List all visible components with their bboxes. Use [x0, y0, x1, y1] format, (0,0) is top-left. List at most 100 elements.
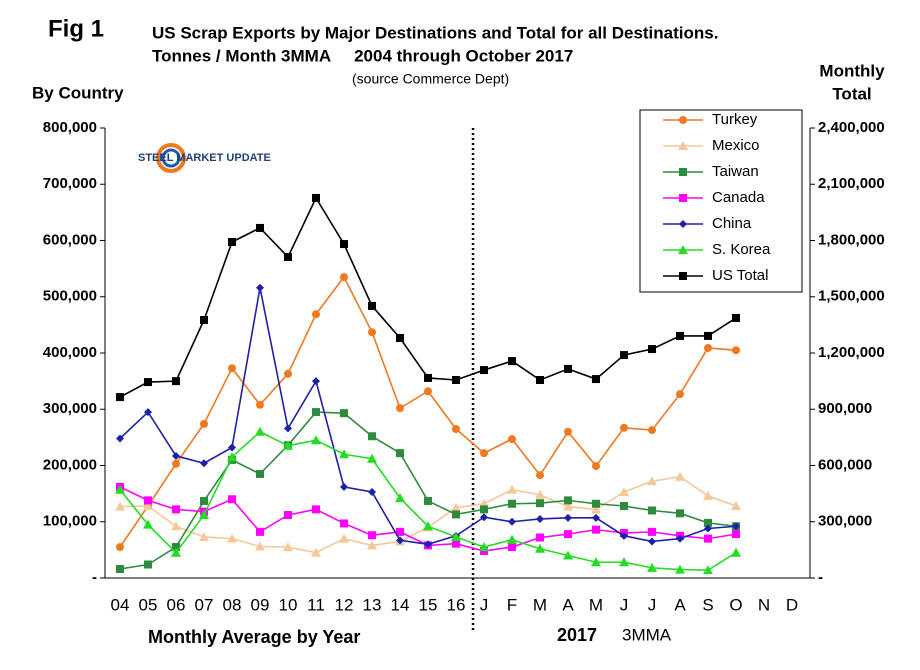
marker [200, 496, 208, 505]
figure-label: Fig 1 [48, 15, 104, 42]
marker [679, 168, 687, 176]
legend-label: Mexico [712, 137, 760, 154]
marker [619, 557, 629, 567]
marker [732, 522, 740, 531]
marker [172, 377, 180, 386]
marker [340, 409, 348, 418]
marker [704, 524, 712, 533]
marker [115, 501, 125, 511]
marker [648, 537, 656, 546]
y-axis-label: By Country [32, 83, 124, 102]
marker [592, 462, 600, 471]
marker [368, 487, 376, 496]
y-tick-label: 800,000 [43, 119, 97, 136]
marker [536, 533, 544, 542]
legend-label: Canada [712, 189, 765, 206]
logo-swoosh [161, 148, 181, 168]
marker [648, 506, 656, 515]
marker [704, 343, 712, 352]
marker [256, 400, 264, 409]
x-tick-label: 11 [307, 595, 325, 614]
marker [283, 542, 293, 552]
y-tick-label: 600,000 [43, 231, 97, 248]
marker [451, 502, 461, 512]
marker [255, 541, 265, 551]
marker [340, 482, 348, 491]
y-tick-label: 200,000 [43, 456, 97, 473]
y-tick-label: 700,000 [43, 175, 97, 192]
marker [172, 505, 180, 514]
marker [591, 504, 601, 514]
x-tick-label: M [589, 595, 603, 614]
x-tick-label: 05 [139, 595, 158, 614]
marker [564, 530, 572, 539]
legend-label: S. Korea [712, 241, 771, 258]
marker [732, 346, 740, 355]
marker [339, 533, 349, 543]
marker [396, 404, 404, 413]
marker [424, 387, 432, 396]
marker [619, 486, 629, 496]
y2-tick-label: 1,800,000 [818, 231, 885, 248]
marker [255, 426, 265, 436]
x-tick-label: 15 [419, 595, 438, 614]
chart-subtitle: Tonnes / Month 3MMA 2004 through October… [152, 46, 573, 65]
marker [451, 531, 461, 541]
marker [507, 484, 517, 494]
marker [312, 408, 320, 417]
marker [340, 240, 348, 249]
marker [312, 505, 320, 514]
x-tick-label: 16 [447, 595, 466, 614]
marker [536, 514, 544, 523]
y-tick-label: 100,000 [43, 513, 97, 530]
marker [508, 357, 516, 366]
x-tick-label: M [533, 595, 547, 614]
marker [704, 518, 712, 527]
marker [592, 375, 600, 384]
marker [508, 499, 516, 508]
marker [620, 423, 628, 432]
y2-tick-label: 300,000 [818, 513, 872, 530]
marker [703, 565, 713, 575]
chart-title: US Scrap Exports by Major Destinations a… [152, 23, 718, 42]
marker [731, 501, 741, 510]
legend-label: Turkey [712, 111, 758, 128]
marker [284, 369, 292, 378]
x-tick-label: F [507, 595, 517, 614]
marker [564, 513, 572, 522]
marker [591, 557, 601, 567]
marker [676, 331, 684, 340]
marker [115, 484, 125, 494]
x-tick-label: 13 [363, 595, 382, 614]
marker [227, 533, 237, 543]
marker [592, 499, 600, 508]
x-tick-label: O [729, 595, 742, 614]
marker [396, 334, 404, 342]
marker [508, 435, 516, 444]
marker [679, 194, 687, 202]
y2-tick-label: - [818, 569, 823, 586]
logo-text: STEEL MARKET UPDATE [138, 152, 271, 164]
marker [228, 364, 236, 373]
marker [704, 331, 712, 340]
marker [679, 272, 687, 280]
marker [312, 193, 320, 202]
marker [368, 301, 376, 310]
x-tick-label: N [758, 595, 770, 614]
marker [200, 459, 208, 468]
marker [679, 116, 687, 124]
x-tick-label: J [480, 595, 489, 614]
marker [396, 449, 404, 458]
marker [116, 543, 124, 552]
marker [592, 525, 600, 534]
marker [311, 435, 321, 445]
marker [507, 534, 517, 544]
marker [535, 543, 545, 553]
marker [704, 534, 712, 543]
marker [339, 449, 349, 459]
marker [564, 496, 572, 505]
marker [367, 453, 377, 463]
marker [452, 424, 460, 433]
marker [283, 440, 293, 450]
